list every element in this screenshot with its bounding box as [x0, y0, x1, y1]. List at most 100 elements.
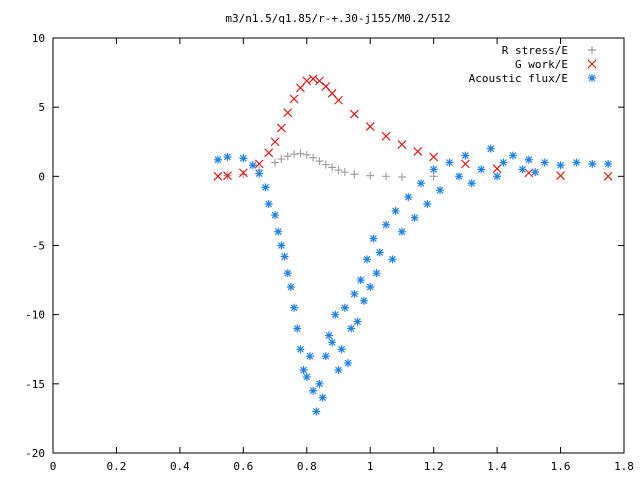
- data-point: [540, 158, 549, 167]
- data-point: [286, 283, 295, 291]
- data-point: [344, 359, 353, 368]
- data-point: [524, 168, 534, 178]
- data-point: [381, 131, 391, 141]
- data-point: [486, 144, 495, 153]
- data-point: [366, 171, 375, 180]
- data-point: [365, 122, 375, 131]
- data-point: [461, 151, 470, 160]
- data-point: [296, 149, 305, 158]
- y-tick-label: 0: [38, 170, 45, 183]
- data-point: [302, 372, 311, 381]
- data-point: [340, 168, 349, 177]
- data-point: [315, 379, 324, 388]
- data-point: [518, 165, 527, 174]
- axes: 0 0.2 0.4 0.6 0.8 1 1.2 1.4 1.6 1.8 -20 -15 -10 -5 0 5 1…: [25, 32, 634, 473]
- data-point: [321, 352, 330, 361]
- chart-title: m3/n1.5/q1.85/r-+.30-j155/M0.2/512: [225, 12, 450, 25]
- data-point: [397, 140, 407, 149]
- series-group: [213, 144, 613, 416]
- data-point: [588, 46, 596, 54]
- legend-label: R stress/E: [502, 44, 568, 57]
- y-tick-label: 10: [32, 32, 45, 45]
- data-point: [255, 169, 264, 178]
- data-point: [423, 200, 432, 208]
- data-point: [356, 276, 365, 285]
- data-point: [353, 317, 362, 326]
- data-point: [477, 165, 486, 174]
- x-tick-label: 0.6: [233, 460, 253, 473]
- x-tick-label: 1.8: [614, 460, 634, 473]
- data-point: [455, 172, 464, 181]
- data-point: [312, 407, 321, 416]
- data-point: [271, 211, 280, 220]
- data-point: [277, 241, 286, 250]
- data-point: [572, 158, 581, 167]
- y-tick-label: -10: [25, 309, 45, 322]
- data-point: [254, 159, 264, 169]
- data-point: [302, 150, 311, 159]
- data-point: [467, 179, 476, 188]
- data-point: [223, 171, 232, 181]
- data-point: [388, 255, 397, 264]
- data-point: [429, 165, 438, 174]
- data-point: [296, 345, 305, 354]
- x-tick-label: 0: [50, 460, 57, 473]
- data-point: [397, 227, 406, 236]
- data-point: [556, 161, 565, 170]
- data-point: [460, 159, 470, 169]
- data-point: [328, 338, 337, 347]
- data-point: [337, 345, 346, 354]
- data-point: [213, 171, 223, 181]
- data-point: [493, 172, 502, 181]
- data-point: [587, 59, 597, 69]
- data-point: [404, 193, 413, 202]
- data-point: [309, 386, 318, 395]
- data-point: [280, 252, 289, 261]
- data-point: [410, 213, 419, 222]
- data-point: [604, 159, 613, 168]
- data-point: [324, 331, 333, 340]
- data-point: [305, 352, 314, 361]
- data-point: [349, 109, 359, 119]
- y-tick-label: -15: [25, 378, 45, 391]
- x-tick-label: 1.4: [487, 460, 507, 473]
- data-point: [315, 157, 324, 166]
- data-point: [213, 155, 222, 164]
- data-point: [264, 148, 274, 158]
- data-point: [309, 153, 318, 162]
- data-point: [416, 179, 425, 188]
- data-point: [290, 150, 299, 159]
- data-point: [318, 393, 327, 402]
- data-point: [321, 160, 330, 169]
- data-point: [283, 269, 292, 278]
- data-point: [223, 152, 232, 161]
- data-point: [277, 155, 286, 164]
- data-point: [331, 310, 340, 319]
- data-point: [340, 303, 349, 312]
- data-point: [274, 227, 283, 236]
- data-point: [359, 296, 368, 305]
- y-tick-label: -20: [25, 447, 45, 460]
- data-point: [397, 173, 406, 182]
- data-point: [499, 158, 508, 167]
- data-point: [290, 303, 299, 312]
- x-tick-label: 1.2: [424, 460, 444, 473]
- data-point: [270, 137, 280, 147]
- data-point: [283, 108, 293, 118]
- data-point: [350, 170, 359, 179]
- data-point: [588, 159, 597, 168]
- data-point: [334, 166, 343, 175]
- data-point: [248, 161, 257, 170]
- data-point: [375, 248, 384, 257]
- series-group: [213, 74, 613, 181]
- data-point: [289, 94, 299, 104]
- data-point: [293, 324, 302, 333]
- data-point: [492, 164, 502, 174]
- data-point: [302, 76, 312, 86]
- data-point: [508, 151, 517, 160]
- data-point: [308, 74, 318, 84]
- data-point: [347, 324, 356, 333]
- legend-label: Acoustic flux/E: [469, 72, 568, 85]
